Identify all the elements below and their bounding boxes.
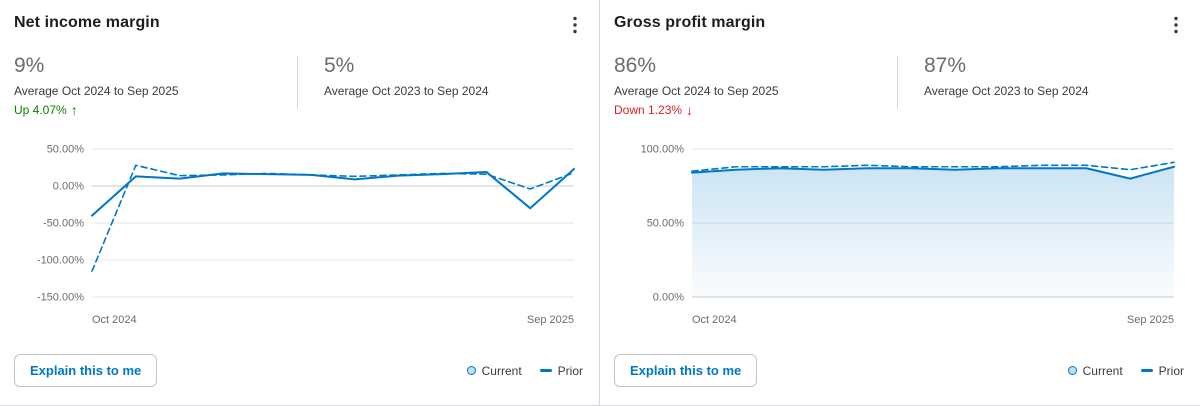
legend-item-prior: Prior — [1140, 363, 1184, 378]
current-period-stat: 86% Average Oct 2024 to Sep 2025 Down 1.… — [614, 54, 897, 117]
legend-item-current: Current — [466, 363, 522, 378]
current-series-marker-icon — [1067, 366, 1077, 375]
prior-period-stat: 87% Average Oct 2023 to Sep 2024 — [898, 54, 1181, 117]
svg-text:100.00%: 100.00% — [641, 144, 685, 156]
chart-legend: Current Prior — [449, 364, 583, 378]
stat-caption: Average Oct 2023 to Sep 2024 — [924, 84, 1089, 98]
legend-label: Prior — [557, 363, 583, 378]
svg-text:-150.00%: -150.00% — [37, 292, 84, 304]
kebab-menu-icon[interactable] — [567, 14, 583, 36]
card-footer: Explain this to me Current Prior — [14, 354, 583, 387]
stat-delta: Down 1.23% ↓ — [614, 103, 897, 117]
svg-text:0.00%: 0.00% — [53, 181, 84, 193]
current-series-marker-icon — [466, 366, 476, 375]
stat-caption: Average Oct 2024 to Sep 2025 — [14, 84, 179, 98]
svg-text:Oct 2024: Oct 2024 — [92, 314, 137, 326]
gross-profit-margin-card: Gross profit margin 86% Average Oct 2024… — [600, 0, 1200, 405]
card-title: Gross profit margin — [614, 14, 766, 31]
current-period-stat: 9% Average Oct 2024 to Sep 2025 Up 4.07%… — [14, 54, 297, 117]
card-footer: Explain this to me Current Prior — [614, 354, 1184, 387]
stat-delta: Up 4.07% ↑ — [14, 103, 297, 117]
delta-text: Down 1.23% — [614, 103, 683, 117]
legend-label: Current — [1082, 363, 1123, 378]
prior-series-marker-icon — [1140, 369, 1153, 372]
prior-series-marker-icon — [539, 369, 552, 372]
stat-value: 86% — [614, 54, 657, 77]
stat-value: 5% — [324, 54, 355, 77]
arrow-down-icon: ↓ — [686, 102, 694, 118]
stat-value: 9% — [14, 54, 45, 77]
stat-value: 87% — [924, 54, 967, 77]
svg-text:0.00%: 0.00% — [653, 292, 684, 304]
kebab-menu-icon[interactable] — [1168, 14, 1184, 36]
card-header: Net income margin — [14, 14, 583, 36]
legend-label: Prior — [1158, 363, 1184, 378]
card-header: Gross profit margin — [614, 14, 1184, 36]
svg-text:-50.00%: -50.00% — [43, 218, 84, 230]
svg-text:50.00%: 50.00% — [47, 144, 85, 156]
svg-text:50.00%: 50.00% — [647, 218, 685, 230]
explain-this-button[interactable]: Explain this to me — [614, 354, 758, 387]
svg-text:Oct 2024: Oct 2024 — [692, 314, 737, 326]
card-title: Net income margin — [14, 14, 160, 31]
svg-text:Sep 2025: Sep 2025 — [527, 314, 574, 326]
stats-row: 9% Average Oct 2024 to Sep 2025 Up 4.07%… — [14, 54, 583, 117]
prior-period-stat: 5% Average Oct 2023 to Sep 2024 — [298, 54, 581, 117]
stat-caption: Average Oct 2023 to Sep 2024 — [324, 84, 489, 98]
net-income-margin-card: Net income margin 9% Average Oct 2024 to… — [0, 0, 600, 405]
legend-item-current: Current — [1067, 363, 1123, 378]
net-income-margin-chart[interactable]: 50.00% 0.00% -50.00% -100.00% -150.00% Oct 20… — [14, 139, 583, 331]
stats-row: 86% Average Oct 2024 to Sep 2025 Down 1.… — [614, 54, 1184, 117]
svg-text:-100.00%: -100.00% — [37, 255, 84, 267]
legend-item-prior: Prior — [539, 363, 583, 378]
explain-this-button[interactable]: Explain this to me — [14, 354, 158, 387]
stat-caption: Average Oct 2024 to Sep 2025 — [614, 84, 779, 98]
chart-legend: Current Prior — [1050, 364, 1184, 378]
legend-label: Current — [481, 363, 522, 378]
arrow-up-icon: ↑ — [70, 102, 78, 118]
stat-divider — [897, 56, 898, 109]
svg-text:Sep 2025: Sep 2025 — [1127, 314, 1174, 326]
stat-divider — [297, 56, 298, 109]
gross-profit-margin-chart[interactable]: 100.00% 50.00% 0.00% Oct 2024 Sep 2025 — [614, 139, 1184, 331]
delta-text: Up 4.07% — [14, 103, 67, 117]
